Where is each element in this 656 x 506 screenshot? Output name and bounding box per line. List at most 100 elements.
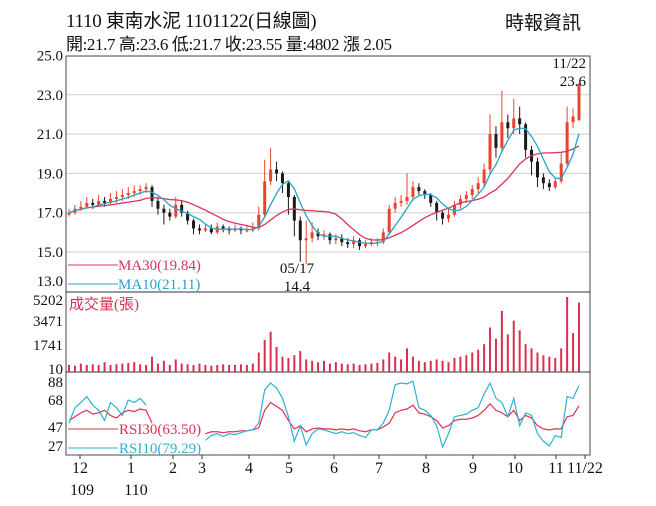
volume-bar — [429, 360, 432, 372]
candle-body — [553, 181, 557, 188]
candle-body — [275, 169, 279, 174]
candle-body — [203, 228, 207, 231]
volume-bar — [441, 360, 444, 372]
candle-body — [441, 212, 445, 219]
candle-body — [109, 198, 113, 203]
volume-bar — [299, 351, 302, 372]
rsi-tick-label: 47 — [48, 420, 64, 436]
volume-bar — [577, 302, 580, 372]
x-tick-label: 2 — [169, 460, 177, 477]
year-label: 110 — [124, 482, 147, 499]
volume-bar — [317, 362, 320, 372]
volume-bar — [239, 364, 242, 372]
candle-body — [103, 200, 107, 203]
x-tick-label: 11/22 — [567, 460, 603, 477]
volume-bar — [465, 355, 468, 372]
candle-body — [186, 212, 190, 221]
ma30-line — [68, 145, 580, 241]
volume-bar — [103, 362, 106, 372]
rsi10-legend-label: RSI10(79.29) — [119, 441, 201, 457]
volume-bar — [560, 348, 563, 372]
candle-body — [387, 208, 391, 233]
candle-body — [334, 238, 338, 241]
volume-bar — [115, 364, 118, 372]
candle-body — [423, 191, 427, 196]
volume-bar — [346, 364, 349, 372]
candle-body — [174, 204, 178, 217]
candle-body — [571, 116, 575, 123]
y-tick-label: 19.0 — [37, 166, 63, 182]
volume-bar — [518, 330, 521, 372]
volume-bar — [554, 358, 557, 372]
volume-bar — [358, 364, 361, 372]
candle-body — [67, 212, 71, 215]
volume-bar — [400, 359, 403, 372]
volume-bar — [542, 355, 545, 372]
candle-body — [488, 134, 492, 170]
volume-bar — [133, 362, 136, 372]
x-tick-label: 11 — [548, 460, 563, 477]
candle-body — [541, 177, 545, 184]
candle-body — [346, 242, 350, 245]
candle-body — [429, 195, 433, 203]
candle-body — [197, 228, 201, 231]
volume-bar — [340, 363, 343, 372]
chart-title: 1110 東南水泥 1101122(日線圖) — [66, 11, 317, 32]
candle-body — [577, 83, 581, 121]
candle-body — [565, 122, 569, 164]
volume-tick-label: 3471 — [33, 314, 63, 330]
volume-bar — [216, 364, 219, 372]
candle-body — [209, 228, 213, 233]
volume-bar — [370, 363, 373, 372]
x-tick-label: 6 — [330, 460, 338, 477]
candle-body — [364, 244, 367, 247]
ma30-legend-label: MA30(19.84) — [118, 258, 201, 274]
volume-bar — [269, 331, 272, 372]
candle-body — [114, 196, 118, 199]
volume-bar — [411, 356, 414, 372]
candle-body — [322, 234, 326, 237]
candle-body — [417, 187, 421, 192]
volume-bar — [257, 352, 260, 372]
y-tick-label: 25.0 — [37, 49, 63, 65]
volume-bar — [423, 362, 426, 372]
rsi10-line — [68, 395, 147, 424]
candle-body — [263, 181, 267, 215]
rsi10-line — [205, 380, 580, 449]
volume-bar — [162, 360, 165, 372]
candle-body — [328, 234, 332, 241]
x-tick-label: 9 — [469, 460, 477, 477]
volume-bar — [394, 356, 397, 372]
candle-body — [482, 169, 486, 184]
volume-bar — [151, 356, 154, 372]
candle-body — [304, 238, 308, 241]
volume-bar — [192, 364, 195, 372]
candle-body — [399, 200, 403, 203]
volume-bar — [73, 365, 76, 372]
volume-tick-label: 1741 — [33, 338, 63, 354]
volume-bar — [566, 297, 569, 372]
ma10-line — [68, 127, 580, 245]
volume-bar — [506, 334, 509, 372]
candle-body — [126, 193, 130, 196]
volume-bar — [234, 364, 237, 372]
volume-bar — [198, 363, 201, 372]
volume-bar — [483, 344, 486, 372]
volume-bar — [186, 364, 189, 372]
volume-bar — [222, 364, 225, 372]
candle-body — [180, 204, 184, 213]
candle-body — [280, 173, 284, 184]
high-date-annotation: 11/22 — [552, 56, 586, 72]
volume-bar — [435, 359, 438, 372]
volume-bar — [109, 364, 112, 372]
candle-body — [162, 208, 166, 213]
volume-bar — [494, 338, 497, 372]
volume-bar — [85, 364, 88, 372]
candle-body — [91, 202, 95, 205]
candle-body — [518, 118, 522, 125]
volume-bar — [447, 362, 450, 372]
candle-body — [512, 118, 516, 129]
y-tick-label: 15.0 — [37, 245, 63, 261]
candle-body — [358, 240, 362, 247]
volume-bar — [459, 356, 462, 372]
